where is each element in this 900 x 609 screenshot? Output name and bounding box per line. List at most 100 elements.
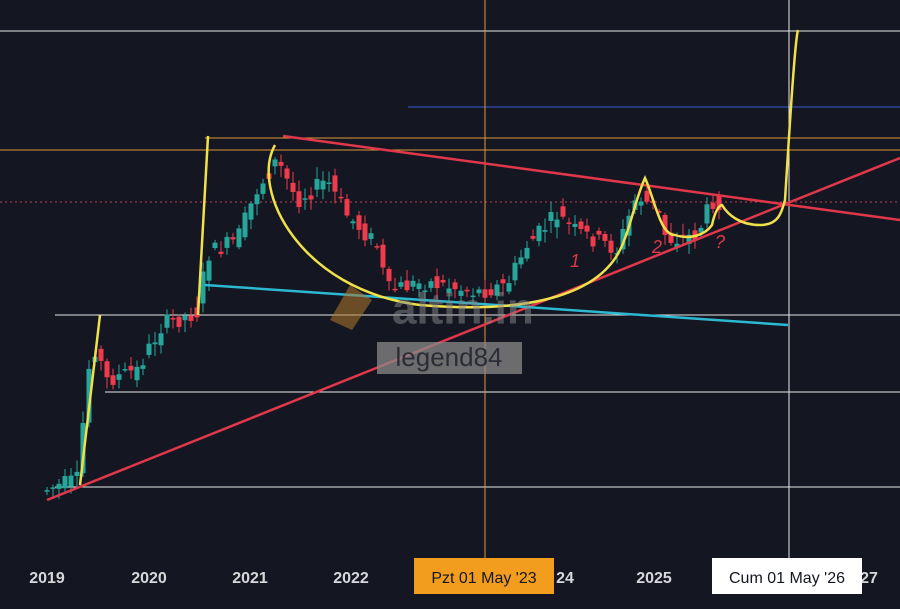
candle-body: [248, 203, 254, 220]
x-tick-label: 27: [860, 570, 878, 587]
cursor-label: Cum 01 May '26: [729, 570, 845, 587]
candle-body: [362, 223, 368, 241]
candle-body: [428, 281, 434, 288]
candle-body: [74, 471, 80, 476]
candle-body: [698, 228, 704, 233]
annotation: 2: [651, 237, 662, 257]
x-tick-label: 2019: [29, 570, 65, 587]
candle-body: [380, 244, 386, 268]
candle-body: [206, 260, 212, 281]
candle-body: [326, 182, 332, 184]
annotation: ?: [715, 232, 725, 252]
candle-body: [218, 251, 224, 254]
candle-body: [62, 476, 68, 489]
candle-body: [224, 236, 230, 248]
candle-body: [440, 279, 446, 283]
candle-body: [578, 221, 584, 230]
candle-body: [98, 348, 104, 361]
candle-body: [506, 283, 512, 292]
candle-body: [608, 240, 614, 253]
candle-body: [350, 221, 356, 224]
candle-body: [374, 246, 380, 248]
candle-body: [596, 230, 602, 235]
watermark-site: altin.in: [392, 285, 534, 334]
candle-body: [152, 342, 158, 345]
candle-body: [704, 204, 710, 224]
candle-body: [494, 284, 500, 296]
candle-body: [314, 179, 320, 190]
candle-body: [464, 289, 470, 292]
candle-body: [620, 229, 626, 250]
candle-body: [410, 280, 416, 287]
candle-body: [530, 236, 536, 239]
candle-body: [110, 375, 116, 385]
candle-body: [422, 290, 428, 292]
candle-body: [560, 206, 566, 217]
candle-body: [236, 228, 242, 248]
trend-line: [204, 283, 789, 327]
candle-body: [302, 198, 308, 200]
candle-body: [44, 490, 50, 492]
candle-body: [512, 262, 518, 281]
candle-body: [230, 237, 236, 240]
candle-body: [200, 271, 206, 304]
candle-body: [164, 314, 170, 328]
candle-body: [644, 190, 650, 202]
trend-line: [282, 134, 900, 222]
candle-body: [182, 315, 188, 321]
watermark-user: legend84: [396, 342, 503, 372]
candle-body: [386, 268, 392, 282]
candle-body: [356, 215, 362, 230]
candle-body: [470, 295, 476, 298]
candle-body: [140, 365, 146, 369]
candle-body: [602, 234, 608, 241]
levels: [0, 0, 900, 558]
watermark: altin.in legend84: [330, 285, 534, 374]
trend-line: [46, 156, 900, 502]
candle-body: [272, 159, 278, 167]
x-axis: 2019 2020 2021 2022 24 2025 27 Pzt 01 Ma…: [29, 558, 878, 594]
x-tick-label: 24: [556, 570, 574, 587]
candle-body: [212, 242, 218, 249]
x-tick-label: 2021: [232, 570, 268, 587]
crosshair-label: Pzt 01 May '23: [431, 570, 536, 587]
crosshair-label-box: [414, 558, 554, 594]
candle-body: [656, 211, 662, 213]
candle-body: [416, 283, 422, 289]
candle-body: [158, 333, 164, 346]
candle-body: [452, 282, 458, 290]
candle-body: [536, 225, 542, 242]
pattern-curve: [78, 29, 800, 486]
candle-body: [566, 222, 572, 224]
candle-body: [548, 212, 554, 222]
candle-body: [542, 230, 548, 232]
x-tick-label: 2022: [333, 570, 369, 587]
candle-body: [80, 422, 86, 474]
candle-body: [284, 168, 290, 179]
candle-body: [278, 161, 284, 166]
candle-body: [320, 180, 326, 190]
candle-body: [116, 374, 122, 380]
candle-body: [638, 201, 644, 206]
candle-body: [398, 282, 404, 287]
candle-body: [290, 182, 296, 192]
candle-body: [554, 219, 560, 228]
candle-body: [686, 234, 692, 244]
candle-body: [716, 195, 722, 211]
candle-body: [680, 234, 686, 237]
candle-body: [56, 483, 62, 489]
drawings: [46, 29, 900, 502]
candle-body: [260, 183, 266, 194]
annotations: 1 2 ?: [570, 232, 725, 271]
candle-body: [176, 316, 182, 327]
candle-body: [296, 191, 302, 208]
candle-body: [50, 487, 56, 489]
candle-body: [68, 475, 74, 487]
watermark-logo: [330, 285, 372, 330]
candle-body: [146, 343, 152, 355]
candle-body: [344, 199, 350, 216]
candle-body: [674, 243, 680, 248]
x-tick-label: 2020: [131, 570, 167, 587]
